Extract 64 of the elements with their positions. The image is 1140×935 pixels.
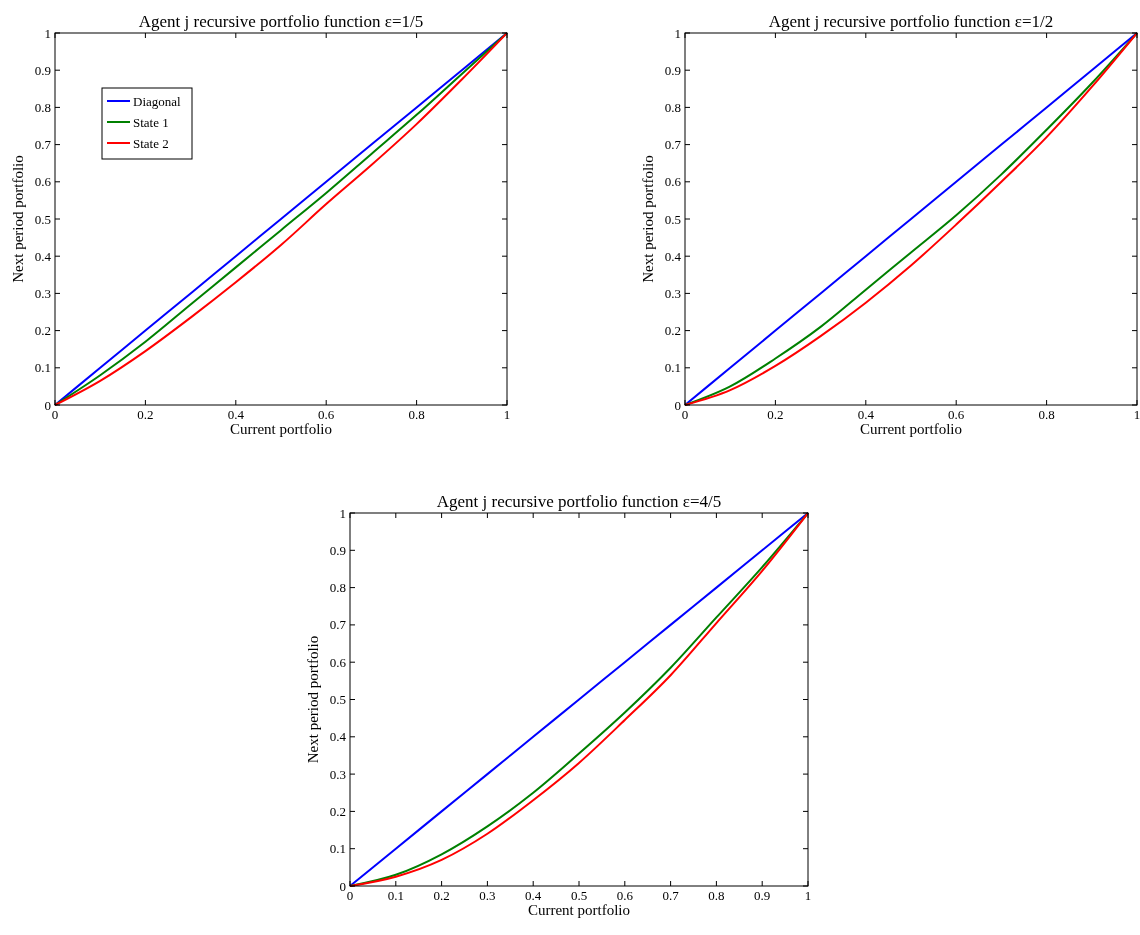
y-tick-label: 0.6 [329,654,347,670]
x-tick-label: 0.6 [948,407,965,422]
x-tick-label: 1 [503,407,511,422]
y-tick-label: 0.3 [664,285,681,301]
y-axis-title: Next period portfolio [10,155,26,283]
x-tick-label: 0.5 [570,888,588,903]
y-tick-label: 0.2 [329,803,346,819]
legend-label: Diagonal [133,93,182,109]
y-tick-label: 0.2 [664,323,681,339]
y-tick-label: 0.9 [329,542,346,558]
line-series [349,512,809,887]
y-tick-label: 0.7 [34,137,52,153]
x-tick-label: 0.4 [525,888,542,903]
legend-label: State 1 [133,114,169,130]
y-tick-label: 0.7 [329,617,347,633]
y-tick-label: 0.5 [329,692,346,707]
chart-title: Agent j recursive portfolio function ε=1/5 [138,12,424,31]
y-tick-label: 0.4 [34,248,52,264]
y-tick-label: 0.1 [34,360,51,376]
y-tick-label: 0.5 [34,211,51,227]
x-tick-label: 0.1 [387,888,404,903]
x-axis-title: Current portfolio [859,421,963,437]
y-tick-label: 0.9 [34,62,51,78]
y-tick-label: 0.1 [664,360,681,376]
x-tick-label: 0.6 [616,888,634,903]
line-series [54,32,508,406]
x-tick-label: 0.2 [137,407,154,422]
y-tick-label: 0.8 [329,580,346,596]
x-tick-label: 0.4 [227,407,245,422]
x-tick-label: 0.3 [479,888,496,903]
y-tick-label: 0.8 [664,99,681,115]
y-tick-label: 0.6 [34,174,52,190]
x-tick-label: 0.2 [767,407,784,422]
x-tick-label: 0.8 [1038,407,1055,422]
legend-label: State 2 [133,135,169,151]
y-axis-title: Next period portfolio [640,155,656,283]
x-tick-label: 0.2 [433,888,450,903]
y-tick-label: 1 [44,25,51,41]
x-tick-label: 1 [804,888,812,903]
y-tick-label: 0.4 [329,729,347,745]
x-tick-label: 1 [1133,407,1140,422]
y-tick-label: 0.4 [664,248,682,264]
x-tick-label: 0.9 [754,888,771,903]
y-tick-label: 0.8 [34,99,51,115]
y-tick-label: 0.1 [329,841,346,857]
x-axis-title: Current portfolio [229,421,333,437]
y-tick-label: 0.2 [34,323,51,339]
chart-title: Agent j recursive portfolio function ε=1/2 [768,12,1054,31]
y-tick-label: 1 [674,25,681,41]
x-tick-label: 0.8 [708,888,725,903]
x-tick-label: 0.4 [857,407,875,422]
x-tick-label: 0.8 [408,407,425,422]
chart-title: Agent j recursive portfolio function ε=4/5 [436,492,722,511]
y-tick-label: 0.6 [664,174,682,190]
line-series [684,32,1138,406]
y-tick-label: 0.3 [329,766,346,782]
y-tick-label: 0.3 [34,285,51,301]
y-tick-label: 1 [339,505,346,521]
y-tick-label: 0.7 [664,137,682,153]
x-tick-label: 0.6 [318,407,335,422]
y-axis-title: Next period portfolio [305,635,321,764]
x-axis-title: Current portfolio [527,902,631,918]
y-tick-label: 0.9 [664,62,681,78]
y-tick-label: 0.5 [664,211,681,227]
